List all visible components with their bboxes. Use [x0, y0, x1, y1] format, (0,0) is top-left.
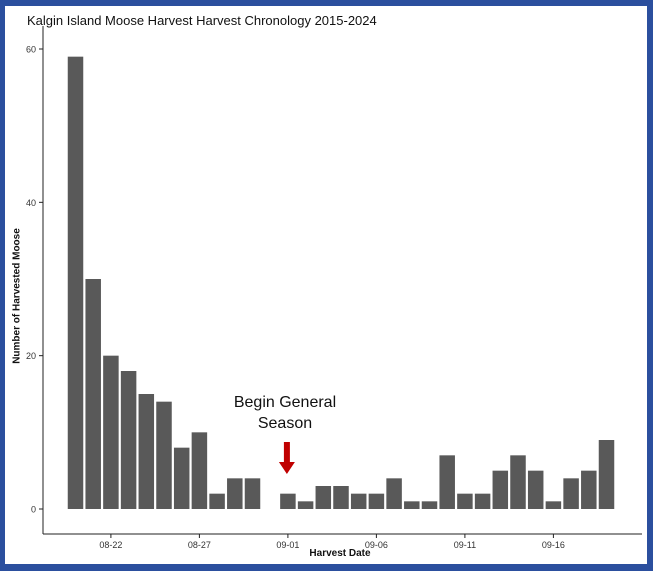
chart-title: Kalgin Island Moose Harvest Harvest Chro… [27, 13, 377, 28]
bar [138, 394, 155, 509]
bar [457, 493, 473, 509]
y-tick-label: 0 [31, 505, 36, 515]
bar [545, 501, 562, 509]
bar [156, 401, 172, 509]
bar [581, 470, 597, 509]
bar [368, 493, 385, 509]
bar [67, 56, 84, 510]
x-tick-label: 09-16 [542, 540, 565, 550]
bar [280, 493, 296, 509]
x-tick-label: 08-22 [99, 540, 122, 550]
bar [173, 447, 190, 509]
bar [492, 470, 509, 509]
annotation-arrow-shaft [283, 442, 290, 464]
y-tick-label: 20 [26, 351, 36, 361]
x-axis-title: Harvest Date [309, 548, 371, 559]
bar-chart: 0 20 40 60 08-22 08-27 09-01 09-06 09-11 09-16 [26, 26, 642, 550]
x-tick-label: 08-27 [188, 540, 211, 550]
bar [563, 478, 579, 509]
x-tick-label: 09-06 [365, 540, 388, 550]
bar [191, 432, 208, 509]
bar [315, 486, 332, 509]
bar [244, 478, 261, 509]
bar [386, 478, 402, 509]
bar [474, 493, 491, 509]
x-tick-label: 09-01 [276, 540, 299, 550]
annotation-line-2: Season [257, 415, 313, 432]
bar [209, 493, 225, 509]
bar [527, 470, 544, 509]
chart-frame: Kalgin Island Moose Harvest Harvest Chro… [5, 6, 647, 564]
x-tick-label: 09-11 [454, 540, 476, 550]
bar [85, 279, 101, 509]
bar [598, 440, 615, 509]
bar [227, 478, 243, 509]
bar [103, 355, 119, 509]
bar [421, 501, 438, 509]
annotation-arrow-head [278, 462, 295, 474]
bar [297, 501, 314, 509]
bar [120, 371, 137, 509]
bar [510, 455, 526, 509]
annotation-text: Begin General Season [215, 392, 355, 434]
bar [333, 486, 349, 509]
y-tick-label: 40 [26, 198, 36, 208]
bar [439, 455, 455, 509]
annotation-line-1: Begin General [233, 394, 337, 411]
y-tick-label: 60 [26, 45, 36, 55]
bar [350, 493, 367, 509]
bar [404, 501, 420, 509]
y-axis-title: Number of Harvested Moose [11, 228, 23, 364]
